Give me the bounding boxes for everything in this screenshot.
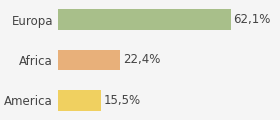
Text: 62,1%: 62,1% — [234, 13, 271, 26]
Bar — [58, 9, 231, 30]
Text: 22,4%: 22,4% — [123, 54, 160, 66]
Bar — [58, 90, 101, 111]
Bar — [58, 50, 120, 70]
Text: 15,5%: 15,5% — [103, 94, 141, 107]
